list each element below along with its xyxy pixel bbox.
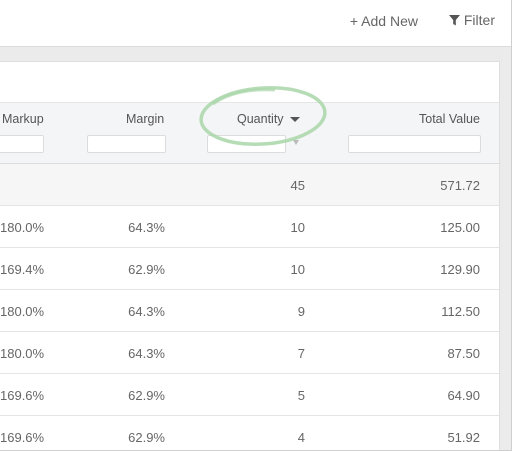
markup-cell: 169.6% — [0, 430, 45, 445]
margin-filter-input[interactable] — [87, 135, 166, 153]
total-value-cell: 64.90 — [447, 388, 480, 403]
total-value-cell: 129.90 — [440, 262, 480, 277]
markup-cell: 169.6% — [0, 388, 45, 403]
column-header-margin[interactable]: Margin — [126, 112, 165, 126]
margin-cell: 64.3% — [128, 220, 165, 235]
data-table-panel: Markup Margin Quantity Total Value 45 57… — [0, 61, 500, 450]
column-header-total-value[interactable]: Total Value — [419, 112, 480, 126]
total-value-cell: 112.50 — [441, 304, 480, 319]
top-toolbar: + Add New Filter — [0, 0, 511, 47]
sort-descending-icon — [289, 117, 300, 123]
markup-cell: 180.0% — [0, 346, 45, 361]
total-quantity: 45 — [290, 178, 305, 193]
quantity-header-label: Quantity — [237, 112, 284, 126]
table-row[interactable]: 169.6% 62.9% 4 51.92 — [0, 416, 499, 450]
add-new-button[interactable]: + Add New — [349, 13, 418, 29]
table-row[interactable]: 180.0% 64.3% 9 112.50 — [0, 290, 499, 332]
table-body: 45 571.72 180.0% 64.3% 10 125.00 169.4% … — [0, 164, 499, 450]
column-filter-icon — [293, 140, 299, 145]
margin-cell: 62.9% — [128, 262, 165, 277]
total-value-cell: 125.00 — [440, 220, 480, 235]
table-header: Markup Margin Quantity Total Value — [0, 102, 499, 165]
total-row: 45 571.72 — [0, 164, 499, 206]
column-header-quantity[interactable]: Quantity — [237, 112, 300, 126]
total-value: 571.72 — [440, 178, 480, 193]
table-row[interactable]: 180.0% 64.3% 10 125.00 — [0, 206, 499, 248]
total-value-cell: 51.92 — [447, 430, 480, 445]
quantity-cell: 5 — [297, 388, 305, 403]
filter-label: Filter — [463, 12, 495, 28]
total-value-cell: 87.50 — [447, 346, 480, 361]
quantity-cell: 10 — [290, 220, 305, 235]
markup-cell: 180.0% — [0, 304, 45, 319]
markup-filter-input[interactable] — [0, 135, 44, 153]
quantity-cell: 7 — [297, 346, 305, 361]
quantity-cell: 9 — [297, 304, 305, 319]
margin-cell: 62.9% — [128, 430, 165, 445]
panel-header — [0, 62, 499, 102]
total-value-filter-input[interactable] — [348, 135, 481, 153]
margin-cell: 62.9% — [128, 388, 165, 403]
markup-cell: 180.0% — [0, 220, 45, 235]
quantity-cell: 10 — [290, 262, 305, 277]
quantity-filter-input[interactable] — [207, 135, 286, 153]
markup-cell: 169.4% — [0, 262, 45, 277]
margin-cell: 64.3% — [128, 346, 165, 361]
column-header-markup[interactable]: Markup — [2, 112, 44, 126]
table-row[interactable]: 169.4% 62.9% 10 129.90 — [0, 248, 499, 290]
table-row[interactable]: 180.0% 64.3% 7 87.50 — [0, 332, 499, 374]
margin-cell: 64.3% — [128, 304, 165, 319]
quantity-cell: 4 — [297, 430, 305, 445]
table-row[interactable]: 169.6% 62.9% 5 64.90 — [0, 374, 499, 416]
filter-button[interactable]: Filter — [448, 12, 495, 28]
funnel-icon — [448, 14, 460, 25]
